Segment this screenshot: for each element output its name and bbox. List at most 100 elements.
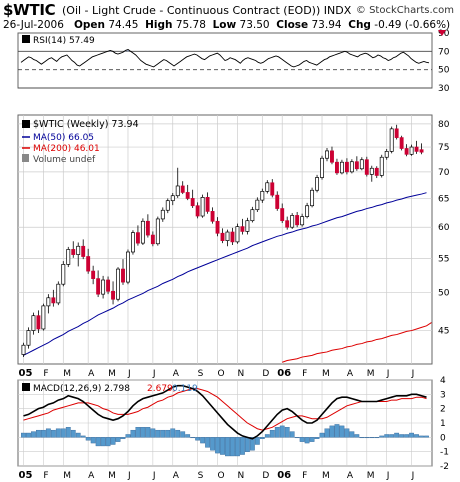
macd-histogram-bar	[269, 429, 275, 438]
candle-body	[295, 215, 300, 226]
low-value: 73.50	[239, 19, 270, 31]
candle-body	[359, 159, 364, 170]
ma50-legend: MA(50) 66.05	[33, 133, 94, 143]
price-candle	[315, 174, 319, 193]
price-candle	[21, 342, 26, 358]
macd-signal-line	[23, 388, 427, 431]
candle-body	[145, 220, 150, 236]
macd-histogram-bar	[145, 427, 151, 438]
macd-histogram-bar	[389, 434, 395, 438]
macd-histogram-bar	[60, 428, 66, 438]
price-candle	[369, 165, 374, 182]
candle-body	[310, 189, 315, 207]
rsi-tick-label: 70	[438, 47, 450, 57]
macd-x-label: 06	[277, 470, 291, 481]
price-x-label: N	[237, 369, 244, 379]
macd-histogram-bar	[115, 437, 121, 442]
price-x-label: F	[43, 369, 48, 379]
candle-body	[320, 157, 324, 178]
macd-histogram-bar	[160, 429, 166, 438]
macd-histogram-bar	[45, 428, 51, 438]
macd-x-label: A	[88, 471, 95, 481]
macd-x-label: F	[302, 471, 307, 481]
macd-x-label: A	[347, 471, 354, 481]
price-candle	[354, 156, 359, 171]
candle-body	[51, 297, 56, 304]
price-candle	[275, 191, 280, 211]
ma200-legend: MA(200) 46.01	[33, 144, 100, 154]
candle-body	[280, 208, 285, 222]
price-candle	[374, 166, 379, 179]
candle-body	[180, 185, 185, 193]
price-candle	[344, 158, 349, 175]
rsi-line	[20, 48, 430, 68]
price-x-label: M	[108, 369, 116, 379]
candle-body	[195, 205, 200, 217]
macd-x-label: A	[173, 471, 180, 481]
price-candle	[210, 207, 215, 224]
price-candle	[330, 146, 334, 165]
price-candle	[165, 198, 170, 214]
ma200-line	[282, 322, 432, 363]
macd-histogram-bar	[215, 437, 220, 454]
candle-body	[305, 205, 310, 217]
macd-x-label: O	[218, 471, 225, 481]
candle-body	[374, 167, 379, 176]
signal-legend: 2.679,	[147, 384, 176, 394]
macd-x-label: J	[411, 471, 415, 481]
candle-body	[349, 161, 354, 173]
macd-tick-label: 0	[440, 433, 446, 443]
candle-body	[230, 231, 235, 243]
candle-body	[250, 209, 255, 222]
macd-x-label: F	[43, 471, 48, 481]
candle-body	[225, 231, 230, 241]
symbol-description-text: (Oil - Light Crude - Continuous Contract…	[62, 4, 321, 17]
candle-body	[61, 264, 66, 285]
candle-body	[81, 245, 86, 257]
candle-body	[369, 167, 374, 175]
macd-x-label: M	[322, 471, 330, 481]
price-candle	[195, 202, 200, 219]
macd-histogram-bar	[90, 437, 96, 444]
price-candle	[51, 289, 56, 307]
price-candle	[349, 159, 354, 174]
macd-histogram-bar	[50, 429, 56, 438]
price-candle	[46, 294, 51, 314]
macd-histogram-bar	[55, 428, 61, 438]
macd-histogram-bar	[289, 431, 295, 438]
high-value: 75.78	[175, 19, 206, 31]
price-candle	[305, 202, 310, 219]
macd-histogram-bar	[264, 434, 270, 438]
macd-histogram-bar	[304, 437, 310, 444]
price-candle	[364, 156, 369, 177]
rsi-legend-swatch	[22, 35, 30, 43]
price-x-label: M	[63, 369, 71, 379]
price-candle	[101, 275, 106, 299]
price-candle	[389, 126, 394, 154]
candle-body	[260, 190, 265, 201]
macd-tick-label: -1	[440, 448, 449, 458]
histogram-legend: 0.119	[172, 384, 198, 394]
macd-tick-label: -2	[440, 462, 449, 472]
macd-histogram-bar	[70, 429, 76, 438]
candle-body	[205, 197, 210, 212]
macd-histogram-bar	[379, 435, 385, 438]
price-candle	[135, 225, 140, 246]
macd-histogram-bar	[185, 434, 191, 438]
candle-body	[210, 211, 215, 222]
price-candle	[175, 167, 180, 198]
price-candle	[409, 144, 414, 156]
price-candle	[121, 259, 125, 285]
macd-tick-label: 4	[440, 376, 446, 386]
price-candle	[225, 229, 230, 247]
macd-histogram-bar	[170, 428, 176, 438]
macd-histogram-bar	[369, 437, 375, 439]
price-panel-frame	[17, 114, 433, 365]
price-candle	[26, 327, 31, 349]
candle-body	[140, 220, 145, 244]
price-candle	[359, 157, 364, 171]
price-candle	[220, 228, 225, 244]
price-candle	[394, 124, 399, 140]
stockcharts-watermark[interactable]: © StockCharts.com	[355, 5, 454, 16]
macd-histogram-bar	[409, 432, 414, 438]
